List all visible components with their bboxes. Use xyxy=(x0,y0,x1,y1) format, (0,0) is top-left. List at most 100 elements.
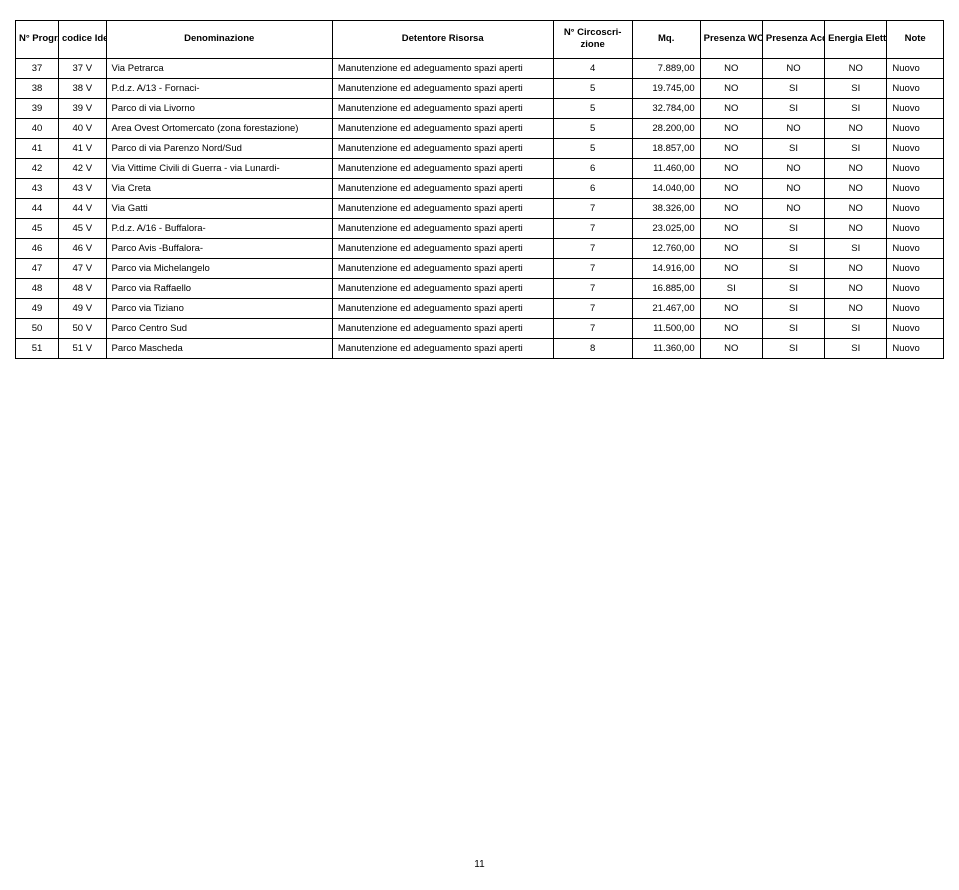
table-row: 5151 VParco MaschedaManutenzione ed adeg… xyxy=(16,338,944,358)
table-cell: NO xyxy=(700,118,762,138)
table-row: 3737 VVia PetrarcaManutenzione ed adegua… xyxy=(16,58,944,78)
table-cell: Parco via Raffaello xyxy=(106,278,332,298)
table-cell: Nuovo xyxy=(887,238,944,258)
table-cell: SI xyxy=(762,138,824,158)
table-cell: Manutenzione ed adeguamento spazi aperti xyxy=(332,78,553,98)
table-cell: SI xyxy=(825,238,887,258)
table-cell: NO xyxy=(700,318,762,338)
table-cell: NO xyxy=(700,258,762,278)
table-cell: NO xyxy=(825,118,887,138)
table-cell: NO xyxy=(700,198,762,218)
table-cell: Nuovo xyxy=(887,158,944,178)
table-cell: NO xyxy=(825,298,887,318)
table-cell: NO xyxy=(700,218,762,238)
table-cell: 37 xyxy=(16,58,59,78)
table-cell: SI xyxy=(762,278,824,298)
table-cell: 40 V xyxy=(59,118,107,138)
table-cell: Parco di via Parenzo Nord/Sud xyxy=(106,138,332,158)
table-cell: 14.916,00 xyxy=(632,258,700,278)
table-cell: 8 xyxy=(553,338,632,358)
table-cell: 11.360,00 xyxy=(632,338,700,358)
table-cell: Nuovo xyxy=(887,218,944,238)
table-cell: NO xyxy=(762,158,824,178)
table-cell: 49 xyxy=(16,298,59,318)
table-cell: 6 xyxy=(553,178,632,198)
column-header: Presenza WC xyxy=(700,21,762,59)
table-cell: 5 xyxy=(553,78,632,98)
table-cell: NO xyxy=(762,178,824,198)
table-cell: NO xyxy=(762,118,824,138)
table-cell: 7 xyxy=(553,218,632,238)
table-row: 4949 VParco via TizianoManutenzione ed a… xyxy=(16,298,944,318)
table-cell: 38 xyxy=(16,78,59,98)
table-header: N° Progr.codice Ident.DenominazioneDeten… xyxy=(16,21,944,59)
table-cell: Area Ovest Ortomercato (zona forestazion… xyxy=(106,118,332,138)
table-cell: NO xyxy=(825,158,887,178)
table-cell: 11.460,00 xyxy=(632,158,700,178)
table-cell: 6 xyxy=(553,158,632,178)
table-row: 4040 VArea Ovest Ortomercato (zona fores… xyxy=(16,118,944,138)
table-cell: 44 V xyxy=(59,198,107,218)
table-cell: 45 V xyxy=(59,218,107,238)
table-cell: Via Petrarca xyxy=(106,58,332,78)
table-cell: 5 xyxy=(553,98,632,118)
table-cell: Manutenzione ed adeguamento spazi aperti xyxy=(332,138,553,158)
table-cell: Nuovo xyxy=(887,178,944,198)
table-cell: NO xyxy=(700,98,762,118)
table-cell: 42 xyxy=(16,158,59,178)
table-cell: 5 xyxy=(553,118,632,138)
column-header: Mq. xyxy=(632,21,700,59)
table-cell: Nuovo xyxy=(887,338,944,358)
column-header: Note xyxy=(887,21,944,59)
table-cell: SI xyxy=(762,318,824,338)
table-cell: 16.885,00 xyxy=(632,278,700,298)
table-cell: 7 xyxy=(553,318,632,338)
table-cell: SI xyxy=(762,218,824,238)
table-cell: 50 xyxy=(16,318,59,338)
table-cell: NO xyxy=(825,218,887,238)
table-cell: P.d.z. A/16 - Buffalora- xyxy=(106,218,332,238)
table-cell: Manutenzione ed adeguamento spazi aperti xyxy=(332,298,553,318)
table-cell: 38.326,00 xyxy=(632,198,700,218)
table-cell: Via Gatti xyxy=(106,198,332,218)
table-cell: Nuovo xyxy=(887,198,944,218)
table-cell: NO xyxy=(825,58,887,78)
table-cell: 7 xyxy=(553,278,632,298)
table-cell: 51 xyxy=(16,338,59,358)
table-cell: 5 xyxy=(553,138,632,158)
table-cell: SI xyxy=(825,318,887,338)
table-cell: Parco Mascheda xyxy=(106,338,332,358)
table-cell: Manutenzione ed adeguamento spazi aperti xyxy=(332,178,553,198)
table-cell: NO xyxy=(825,178,887,198)
table-cell: Nuovo xyxy=(887,318,944,338)
table-cell: 28.200,00 xyxy=(632,118,700,138)
table-cell: P.d.z. A/13 - Fornaci- xyxy=(106,78,332,98)
table-cell: Manutenzione ed adeguamento spazi aperti xyxy=(332,318,553,338)
table-row: 4141 VParco di via Parenzo Nord/SudManut… xyxy=(16,138,944,158)
table-cell: Parco Avis -Buffalora- xyxy=(106,238,332,258)
table-cell: 40 xyxy=(16,118,59,138)
table-cell: NO xyxy=(825,278,887,298)
data-table: N° Progr.codice Ident.DenominazioneDeten… xyxy=(15,20,944,359)
table-cell: 4 xyxy=(553,58,632,78)
table-cell: SI xyxy=(762,98,824,118)
table-row: 4545 VP.d.z. A/16 - Buffalora-Manutenzio… xyxy=(16,218,944,238)
table-cell: 43 V xyxy=(59,178,107,198)
table-cell: 41 V xyxy=(59,138,107,158)
table-cell: 42 V xyxy=(59,158,107,178)
table-cell: SI xyxy=(825,138,887,158)
table-row: 3838 VP.d.z. A/13 - Fornaci-Manutenzione… xyxy=(16,78,944,98)
column-header: Energia Elettrica xyxy=(825,21,887,59)
table-cell: Manutenzione ed adeguamento spazi aperti xyxy=(332,238,553,258)
table-cell: 51 V xyxy=(59,338,107,358)
table-cell: 7 xyxy=(553,258,632,278)
table-cell: Parco Centro Sud xyxy=(106,318,332,338)
table-cell: 21.467,00 xyxy=(632,298,700,318)
table-cell: Nuovo xyxy=(887,298,944,318)
column-header: N° Progr. xyxy=(16,21,59,59)
table-cell: SI xyxy=(762,238,824,258)
table-cell: 11.500,00 xyxy=(632,318,700,338)
table-cell: 32.784,00 xyxy=(632,98,700,118)
table-cell: NO xyxy=(700,78,762,98)
table-cell: Nuovo xyxy=(887,98,944,118)
